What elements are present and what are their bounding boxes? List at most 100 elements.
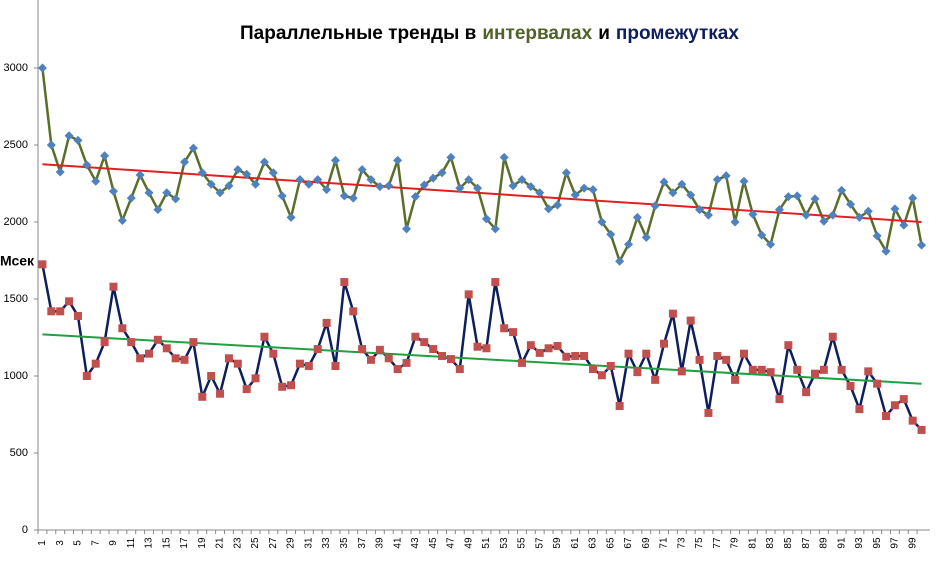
marker xyxy=(712,175,722,185)
marker xyxy=(91,176,101,186)
marker xyxy=(890,401,899,410)
marker xyxy=(908,193,918,203)
x-tick-label: 13 xyxy=(144,537,155,549)
x-tick-label: 85 xyxy=(783,537,794,549)
marker xyxy=(429,345,438,354)
marker xyxy=(481,214,491,224)
marker xyxy=(136,354,145,363)
marker xyxy=(180,157,190,167)
marker xyxy=(695,205,705,215)
marker xyxy=(811,369,819,378)
marker xyxy=(739,176,749,186)
marker xyxy=(571,351,580,360)
marker xyxy=(118,324,127,333)
x-tick-label: 89 xyxy=(819,537,830,549)
y-tick-label: 1000 xyxy=(4,370,28,382)
marker xyxy=(348,193,358,203)
marker xyxy=(500,324,509,333)
marker xyxy=(597,217,607,227)
x-tick-label: 47 xyxy=(446,537,457,549)
x-tick-label: 31 xyxy=(303,537,314,549)
marker xyxy=(872,231,882,241)
marker xyxy=(854,212,864,222)
trend-line xyxy=(42,163,922,223)
marker xyxy=(251,179,261,189)
marker xyxy=(580,351,589,360)
x-tick-label: 45 xyxy=(428,537,439,549)
marker xyxy=(642,349,651,358)
marker xyxy=(597,371,606,380)
x-tick-label: 11 xyxy=(126,537,137,548)
marker xyxy=(783,192,793,202)
x-tick-label: 19 xyxy=(197,537,208,549)
marker xyxy=(437,168,447,178)
marker xyxy=(668,188,678,198)
x-tick-label: 1 xyxy=(37,540,48,546)
marker xyxy=(641,232,651,242)
marker xyxy=(242,385,251,394)
title-part: интервалах xyxy=(482,23,592,44)
marker xyxy=(198,392,207,401)
x-tick-label: 79 xyxy=(730,537,741,549)
marker xyxy=(784,341,793,350)
x-tick-label: 23 xyxy=(232,537,243,549)
marker xyxy=(268,168,278,178)
marker xyxy=(162,188,172,198)
marker xyxy=(322,318,331,327)
marker xyxy=(304,179,314,189)
marker xyxy=(873,379,882,388)
marker xyxy=(171,354,180,363)
y-tick-label: 0 xyxy=(22,524,28,536)
x-tick-label: 25 xyxy=(250,537,261,549)
marker xyxy=(65,297,74,306)
marker xyxy=(260,332,269,341)
x-tick-label: 87 xyxy=(801,537,812,549)
marker xyxy=(899,220,909,230)
x-tick-label: 29 xyxy=(286,537,297,549)
marker xyxy=(677,367,686,376)
x-tick-label: 95 xyxy=(872,537,883,549)
marker xyxy=(46,140,56,150)
marker xyxy=(846,199,856,209)
x-tick-label: 37 xyxy=(357,537,368,549)
marker xyxy=(899,395,908,404)
marker xyxy=(295,359,304,368)
x-tick-label: 53 xyxy=(499,537,510,549)
marker xyxy=(189,338,198,347)
x-tick-label: 65 xyxy=(605,537,616,549)
marker xyxy=(446,355,455,364)
x-tick-label: 39 xyxy=(375,537,386,549)
marker xyxy=(882,412,891,421)
marker xyxy=(588,185,598,195)
marker xyxy=(917,240,927,250)
marker xyxy=(402,224,412,234)
marker xyxy=(615,402,624,411)
marker xyxy=(650,201,660,211)
marker xyxy=(863,206,873,216)
marker xyxy=(624,239,634,249)
x-tick-label: 43 xyxy=(410,537,421,549)
x-tick-label: 17 xyxy=(179,537,190,549)
marker xyxy=(38,260,47,269)
marker xyxy=(828,332,837,341)
marker xyxy=(313,175,323,185)
marker xyxy=(589,365,597,374)
marker xyxy=(330,155,340,165)
marker xyxy=(242,169,252,179)
marker xyxy=(721,171,731,181)
marker xyxy=(153,205,163,215)
marker xyxy=(499,152,509,162)
marker xyxy=(535,348,544,357)
marker xyxy=(224,354,233,363)
x-tick-label: 51 xyxy=(481,537,492,549)
marker xyxy=(633,368,642,377)
marker xyxy=(82,160,92,170)
marker xyxy=(286,212,296,222)
marker xyxy=(775,395,784,404)
marker xyxy=(766,239,776,249)
marker xyxy=(562,352,571,361)
marker xyxy=(233,359,242,368)
marker xyxy=(801,210,811,220)
marker xyxy=(632,212,642,222)
